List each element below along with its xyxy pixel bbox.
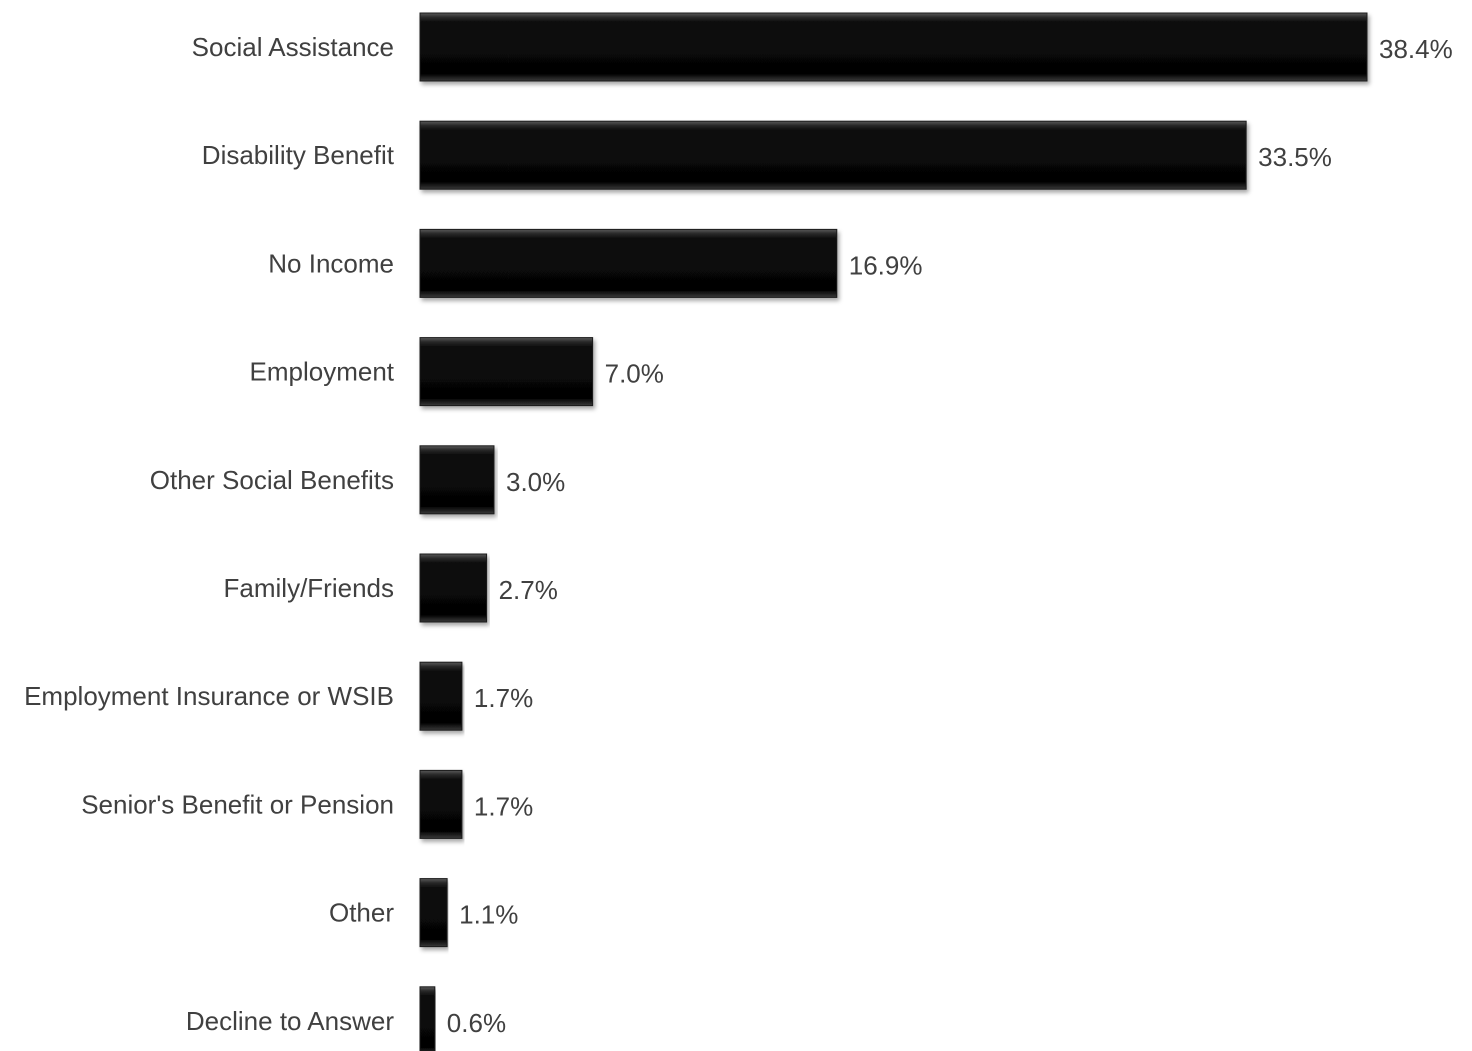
data-label-employment-insurance-or-wsib: 1.7%: [474, 683, 533, 713]
data-label-family-friends: 2.7%: [499, 575, 558, 605]
data-label-other: 1.1%: [459, 900, 518, 930]
data-label-decline-to-answer: 0.6%: [447, 1008, 506, 1038]
bar-no-income: [419, 228, 838, 298]
data-label-disability-benefit: 33.5%: [1258, 142, 1332, 172]
bars-group: [419, 12, 1368, 1051]
category-label-other-social-benefits: Other Social Benefits: [150, 465, 394, 495]
bar-senior-s-benefit-or-pension: [419, 769, 463, 839]
category-label-social-assistance: Social Assistance: [192, 32, 394, 62]
data-label-social-assistance: 38.4%: [1379, 34, 1453, 64]
category-label-employment: Employment: [250, 357, 395, 387]
category-label-disability-benefit: Disability Benefit: [202, 140, 395, 170]
category-label-family-friends: Family/Friends: [224, 573, 394, 603]
data-label-employment: 7.0%: [605, 359, 664, 389]
bar-employment-insurance-or-wsib: [419, 661, 463, 731]
bar-decline-to-answer: [419, 986, 436, 1051]
bar-family-friends: [419, 553, 488, 623]
category-label-no-income: No Income: [268, 248, 394, 278]
data-labels: 38.4% 33.5% 16.9% 7.0% 3.0% 2.7% 1.7% 1.7% 1.1% 0…: [447, 34, 1453, 1038]
data-label-no-income: 16.9%: [849, 250, 923, 280]
bar-other: [419, 878, 448, 948]
category-label-senior-s-benefit-or-pension: Senior's Benefit or Pension: [81, 789, 394, 819]
category-labels: Social Assistance Disability Benefit No In…: [24, 32, 395, 1036]
bar-other-social-benefits: [419, 445, 495, 515]
category-label-decline-to-answer: Decline to Answer: [186, 1006, 394, 1036]
bar-social-assistance: [419, 12, 1368, 82]
category-label-other: Other: [329, 898, 394, 928]
category-label-employment-insurance-or-wsib: Employment Insurance or WSIB: [24, 681, 394, 711]
data-label-senior-s-benefit-or-pension: 1.7%: [474, 791, 533, 821]
bar-disability-benefit: [419, 120, 1247, 190]
bar-employment: [419, 337, 594, 407]
data-label-other-social-benefits: 3.0%: [506, 467, 565, 497]
